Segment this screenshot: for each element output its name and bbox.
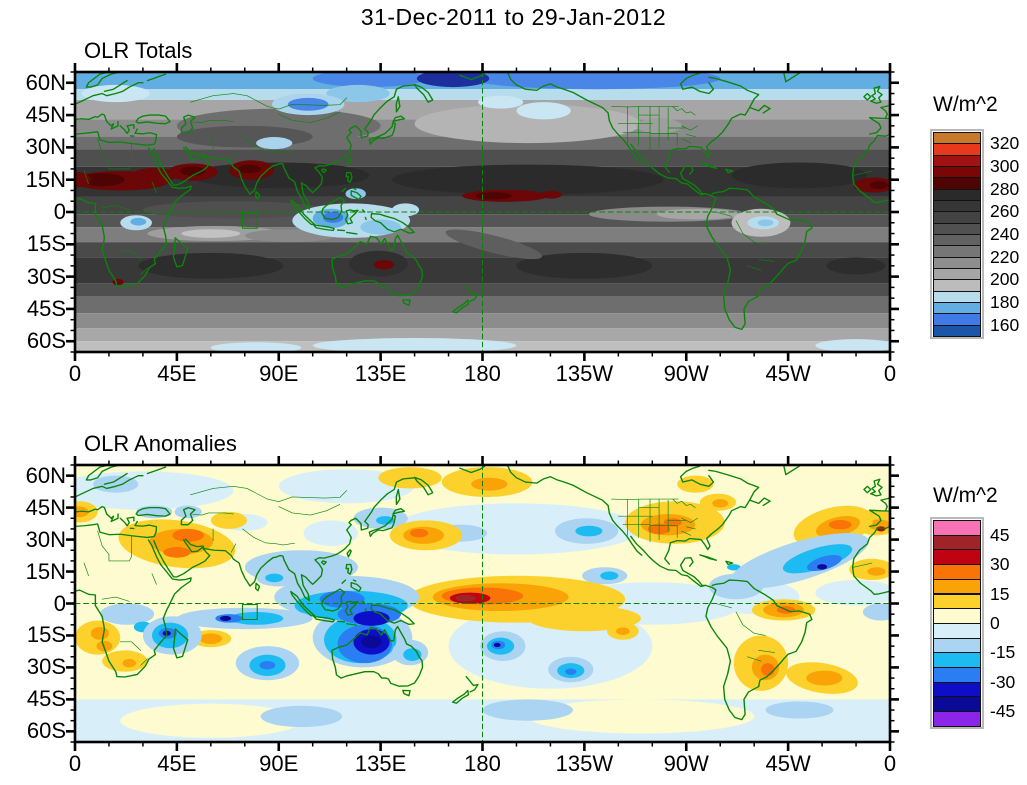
- y-tick-label: 45N: [25, 102, 66, 128]
- colorbar-frame: [930, 129, 984, 339]
- x-tick-label: 135W: [555, 751, 614, 776]
- colorbar-cell: [933, 608, 981, 624]
- colorbar-cell: [933, 696, 981, 713]
- colorbar-label: -30: [990, 671, 1016, 692]
- y-tick-label: 45N: [25, 494, 66, 520]
- x-tick-label: 90W: [663, 361, 709, 386]
- y-tick-label: 45S: [26, 686, 66, 712]
- colorbar-cell: [933, 667, 981, 683]
- colorbar-label: 260: [990, 201, 1020, 222]
- x-tick-label: 0: [68, 361, 82, 386]
- colorbar-cell: [933, 622, 981, 639]
- colorbar-label: 320: [990, 133, 1020, 154]
- colorbar-label: -45: [990, 701, 1016, 722]
- colorbar-cell: [933, 520, 981, 536]
- x-tick-label: 135E: [354, 751, 407, 776]
- colorbar-units-totals: W/m^2: [933, 93, 998, 116]
- y-tick-label: 0: [53, 590, 66, 616]
- x-tick-label: 90E: [259, 361, 299, 386]
- colorbar-label: 300: [990, 155, 1020, 176]
- y-tick-label: 30S: [26, 263, 66, 289]
- colorbar-label: 220: [990, 246, 1020, 267]
- y-tick-label: 15N: [25, 166, 66, 192]
- colorbar-cell: [933, 652, 981, 668]
- colorbar-cell: [933, 637, 981, 654]
- colorbar-cell: [933, 549, 981, 566]
- colorbar-label: 180: [990, 291, 1020, 312]
- y-tick-label: 60N: [25, 462, 66, 488]
- colorbar-frame: [930, 517, 984, 729]
- olr-anomalies-map: [75, 465, 890, 742]
- colorbar-label: 0: [990, 612, 1000, 633]
- figure-title: 31-Dec-2011 to 29-Jan-2012: [360, 4, 667, 30]
- x-tick-label: 180: [464, 361, 501, 386]
- colorbar-label: 200: [990, 269, 1020, 290]
- x-tick-label: 0: [883, 751, 897, 776]
- x-tick-label: 135W: [555, 361, 614, 386]
- colorbar-label: 160: [990, 314, 1020, 335]
- colorbar-cell: [933, 711, 981, 727]
- panel-title-anomalies: OLR Anomalies: [84, 431, 237, 456]
- colorbar-label: 240: [990, 223, 1020, 244]
- panel-title-totals: OLR Totals: [84, 38, 193, 63]
- x-tick-label: 90E: [259, 751, 299, 776]
- y-tick-label: 60S: [26, 328, 66, 354]
- colorbar-cell: [933, 593, 981, 610]
- x-tick-label: 45E: [157, 751, 197, 776]
- x-tick-label: 45E: [157, 361, 197, 386]
- x-tick-label: 0: [68, 751, 82, 776]
- colorbar-cell: [933, 681, 981, 698]
- y-tick-label: 30N: [25, 526, 66, 552]
- x-tick-label: 90W: [663, 751, 709, 776]
- colorbar-cell: [933, 564, 981, 580]
- colorbar-label: 280: [990, 178, 1020, 199]
- x-tick-label: 0: [883, 361, 897, 386]
- y-tick-label: 45S: [26, 295, 66, 321]
- y-tick-label: 15N: [25, 558, 66, 584]
- y-tick-label: 15S: [26, 622, 66, 648]
- y-tick-label: 30S: [26, 654, 66, 680]
- colorbar-cell: [933, 324, 981, 337]
- colorbar-label: 30: [990, 554, 1010, 575]
- colorbar-units-anomalies: W/m^2: [933, 484, 998, 507]
- colorbar-cell: [933, 578, 981, 595]
- x-tick-label: 180: [464, 751, 501, 776]
- x-tick-label: 135E: [354, 361, 407, 386]
- y-tick-label: 60S: [26, 718, 66, 744]
- y-tick-label: 0: [53, 199, 66, 224]
- y-tick-label: 30N: [25, 134, 66, 160]
- colorbar-cell: [933, 534, 981, 551]
- colorbar-label: 15: [990, 583, 1010, 604]
- x-tick-label: 45W: [765, 361, 811, 386]
- x-tick-label: 45W: [765, 751, 811, 776]
- olr-totals-map: [75, 72, 890, 352]
- y-tick-label: 60N: [25, 69, 66, 95]
- colorbar-label: -15: [990, 642, 1016, 663]
- y-tick-label: 15S: [26, 231, 66, 257]
- colorbar-label: 45: [990, 524, 1010, 545]
